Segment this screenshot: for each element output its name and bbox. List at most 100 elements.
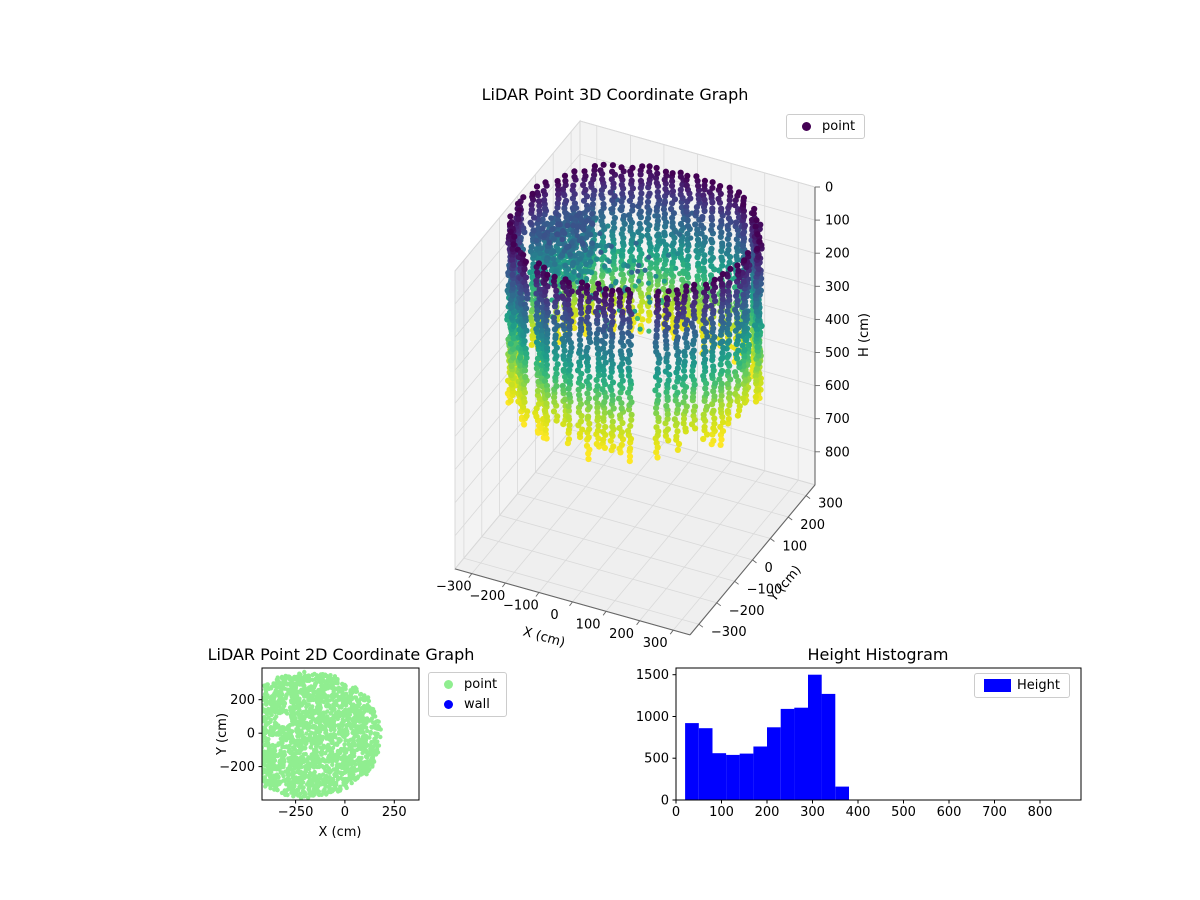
scatter-point bbox=[239, 717, 243, 721]
scatter-point bbox=[527, 219, 534, 226]
scatter-point bbox=[611, 193, 618, 200]
scatter-point bbox=[700, 372, 707, 380]
scatter-point bbox=[624, 427, 632, 434]
scatter-point bbox=[509, 346, 517, 353]
scatter-point bbox=[602, 286, 610, 293]
scatter-point bbox=[684, 270, 691, 278]
scatter-point bbox=[235, 715, 239, 719]
scatter-point bbox=[555, 191, 562, 198]
scatter-point bbox=[560, 387, 567, 394]
scatter-point bbox=[533, 413, 540, 420]
plot3d-y-tick-label: 0 bbox=[765, 561, 773, 576]
scatter-point bbox=[682, 408, 689, 415]
scatter-point bbox=[609, 379, 617, 386]
scatter-point bbox=[509, 292, 516, 299]
scatter-point bbox=[734, 398, 741, 405]
scatter-point bbox=[235, 721, 239, 725]
scatter-point bbox=[235, 725, 239, 729]
scatter-point bbox=[726, 231, 733, 238]
scatter-point bbox=[589, 240, 596, 247]
scatter-point bbox=[619, 419, 626, 427]
scatter-point bbox=[626, 458, 633, 465]
scatter-point bbox=[551, 235, 557, 242]
scatter-point bbox=[252, 709, 256, 713]
scatter-point bbox=[663, 402, 670, 410]
scatter-point bbox=[368, 729, 373, 735]
scatter-point bbox=[684, 241, 692, 248]
scatter-point bbox=[238, 740, 242, 744]
scatter-point bbox=[254, 755, 258, 759]
scatter-point bbox=[572, 252, 579, 259]
scatter-point bbox=[665, 437, 672, 444]
scatter-point bbox=[628, 416, 635, 423]
scatter-point bbox=[625, 329, 632, 336]
scatter-point bbox=[533, 277, 540, 285]
scatter-point bbox=[243, 716, 247, 720]
scatter-point bbox=[654, 397, 661, 404]
scatter-point bbox=[590, 283, 597, 291]
scatter-point bbox=[708, 236, 715, 243]
scatter-point bbox=[638, 250, 645, 257]
scatter-point bbox=[655, 238, 662, 245]
scatter-point bbox=[603, 317, 610, 324]
scatter-point bbox=[286, 782, 291, 787]
scatter-point bbox=[653, 252, 661, 259]
gridline bbox=[505, 432, 631, 584]
scatter-point bbox=[576, 391, 583, 398]
scatter-point bbox=[534, 220, 541, 227]
scatter-point bbox=[619, 247, 626, 254]
scatter-point bbox=[287, 728, 293, 733]
scatter-point bbox=[755, 288, 762, 295]
scatter-point bbox=[600, 305, 607, 313]
scatter-point bbox=[341, 718, 347, 724]
scatter-point bbox=[565, 407, 573, 414]
scatter-point bbox=[692, 425, 699, 432]
scatter-point bbox=[233, 728, 237, 732]
scatter-point bbox=[523, 287, 530, 294]
scatter-point bbox=[598, 249, 604, 255]
scatter-point bbox=[317, 774, 323, 779]
scatter-point bbox=[284, 692, 290, 697]
scatter-point bbox=[255, 693, 259, 697]
scatter-point bbox=[255, 735, 259, 739]
scatter-point bbox=[664, 324, 672, 332]
scatter-point bbox=[664, 351, 671, 358]
scatter-point bbox=[700, 272, 707, 280]
tick-mark bbox=[716, 602, 722, 607]
scatter-point bbox=[619, 190, 626, 197]
scatter-point bbox=[505, 377, 512, 384]
scatter-point bbox=[234, 737, 238, 741]
scatter-point bbox=[577, 401, 585, 408]
scatter-point bbox=[708, 245, 715, 252]
scatter-point bbox=[619, 271, 626, 278]
scatter-point bbox=[654, 193, 661, 200]
scatter-point bbox=[593, 440, 600, 448]
scatter-point bbox=[683, 331, 690, 338]
scatter-point bbox=[576, 272, 582, 278]
scatter-point bbox=[236, 720, 240, 724]
scatter-point bbox=[618, 230, 625, 238]
scatter-point bbox=[554, 200, 561, 207]
scatter-point bbox=[358, 696, 364, 701]
scatter-point bbox=[707, 272, 715, 279]
scatter-point bbox=[535, 260, 543, 267]
plot3d-z-tick-label: 0 bbox=[825, 181, 833, 196]
scatter-point bbox=[521, 310, 528, 317]
scatter-point bbox=[524, 408, 531, 415]
scatter-point bbox=[291, 794, 296, 799]
scatter-point bbox=[595, 280, 602, 287]
scatter-point bbox=[528, 201, 535, 209]
scatter-point bbox=[586, 330, 593, 337]
scatter-point bbox=[735, 333, 742, 340]
scatter-point bbox=[733, 253, 740, 260]
scatter-point bbox=[710, 363, 717, 370]
scatter-point bbox=[639, 316, 646, 323]
scatter-point bbox=[555, 186, 562, 193]
scatter-point bbox=[585, 413, 592, 420]
scatter-point bbox=[580, 181, 587, 189]
scatter-point bbox=[601, 291, 609, 298]
scatter-point bbox=[594, 242, 600, 249]
scatter-point bbox=[583, 352, 590, 359]
scatter-point bbox=[718, 392, 725, 399]
